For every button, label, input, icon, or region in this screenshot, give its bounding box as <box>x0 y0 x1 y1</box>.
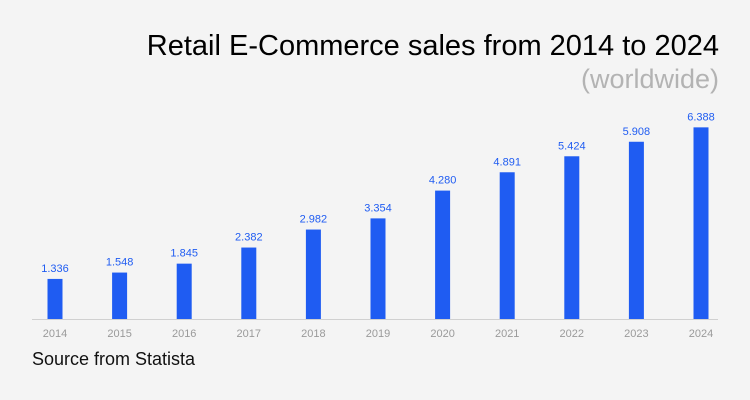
chart-subtitle: (worldwide) <box>580 64 719 94</box>
x-tick-label-2021: 2021 <box>495 328 519 340</box>
x-tick-labels-group: 2014 2015 2016 2017 2018 2019 2020 2021 2022 2023… <box>43 328 713 340</box>
x-tick-label-2020: 2020 <box>430 328 454 340</box>
bar-2018 <box>305 229 321 319</box>
bar-2020 <box>435 190 451 319</box>
x-tick-label-2022: 2022 <box>560 328 584 340</box>
value-label-2014: 1.336 <box>41 263 69 275</box>
bars-group <box>47 127 709 319</box>
x-tick-label-2014: 2014 <box>43 328 67 340</box>
x-tick-label-2023: 2023 <box>624 328 648 340</box>
bar-2016 <box>176 263 192 319</box>
value-label-2020: 4.280 <box>429 175 457 187</box>
bar-2024 <box>693 127 709 319</box>
x-tick-label-2016: 2016 <box>172 328 196 340</box>
value-label-2015: 1.548 <box>106 257 134 269</box>
value-label-2021: 4.891 <box>493 156 521 168</box>
value-label-2016: 1.845 <box>170 248 198 260</box>
value-label-2019: 3.354 <box>364 202 392 214</box>
x-tick-label-2019: 2019 <box>366 328 390 340</box>
value-label-2017: 2.382 <box>235 232 263 244</box>
value-label-2023: 5.908 <box>623 126 651 138</box>
x-tick-label-2017: 2017 <box>237 328 261 340</box>
source-note: Source from Statista <box>32 349 196 369</box>
x-tick-label-2015: 2015 <box>107 328 131 340</box>
value-labels-group: 1.336 1.548 1.845 2.382 2.982 3.354 4.280 4.891… <box>41 111 715 275</box>
bar-2022 <box>564 156 580 319</box>
x-tick-label-2018: 2018 <box>301 328 325 340</box>
value-label-2024: 6.388 <box>687 111 715 123</box>
value-label-2022: 5.424 <box>558 140 586 152</box>
chart-title: Retail E-Commerce sales from 2014 to 202… <box>146 30 719 62</box>
bar-2021 <box>499 172 515 319</box>
x-tick-label-2024: 2024 <box>689 328 713 340</box>
bar-2017 <box>241 247 257 319</box>
bar-2023 <box>628 141 644 319</box>
bar-2014 <box>47 278 63 319</box>
value-label-2018: 2.982 <box>300 214 328 226</box>
bar-2015 <box>112 272 128 319</box>
bar-2019 <box>370 218 386 319</box>
